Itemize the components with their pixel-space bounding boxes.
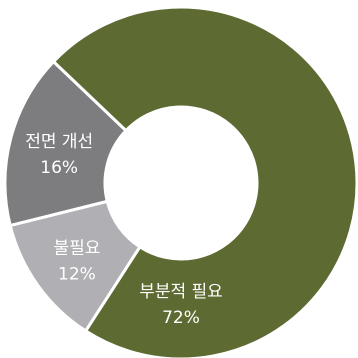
donut-slice (8, 199, 142, 334)
slice-category-label: 부분적 필요 (139, 282, 223, 302)
donut-slice (51, 5, 358, 358)
slice-category-label: 전면 개선 (25, 132, 93, 152)
slice-value-label: 16% (40, 158, 78, 178)
slice-value-label: 72% (162, 308, 200, 328)
slice-value-label: 12% (58, 265, 96, 285)
donut-slices (3, 5, 358, 358)
donut-labels: 전면 개선 16% 부분적 필요 72% 불필요 12% (25, 132, 223, 328)
slice-category-label: 불필요 (53, 239, 100, 259)
